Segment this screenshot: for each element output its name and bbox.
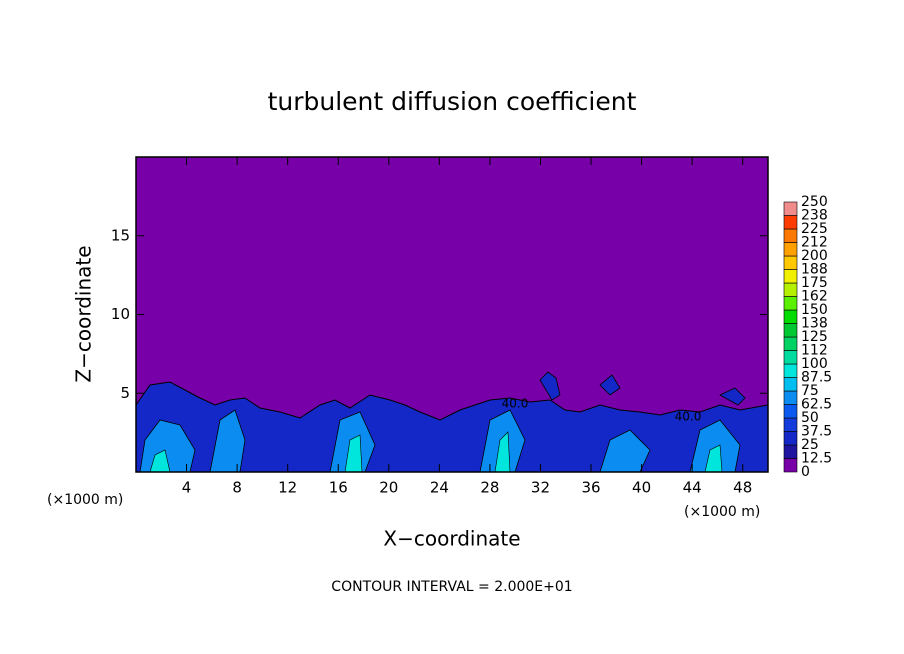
chart-title: turbulent diffusion coefficient	[268, 87, 637, 116]
colorbar-label: 250	[801, 194, 828, 210]
colorbar-box	[783, 417, 798, 432]
colorbar-box	[783, 255, 798, 270]
turbulent-core	[149, 431, 723, 473]
colorbar-box	[783, 282, 798, 297]
colorbar-label: 100	[801, 356, 828, 372]
colorbar-label: 0	[801, 464, 810, 480]
colorbar-box	[783, 215, 798, 230]
colorbar-label: 188	[801, 262, 828, 278]
colorbar-box	[783, 404, 798, 419]
colorbar-box	[783, 323, 798, 338]
x-tick-label: 24	[430, 479, 449, 497]
colorbar-label: 37.5	[801, 424, 832, 440]
contour-label: 40.0	[502, 397, 529, 411]
colorbar-box	[783, 296, 798, 311]
contour-field	[135, 157, 769, 473]
x-tick-label: 12	[278, 479, 297, 497]
x-unit-label: (×1000 m)	[684, 504, 760, 520]
colorbar-label: 200	[801, 248, 828, 264]
colorbar-box	[783, 377, 798, 392]
colorbar-label: 25	[801, 437, 819, 453]
x-tick-label: 28	[480, 479, 499, 497]
y-tick-label: 15	[111, 226, 130, 244]
x-tick-label: 36	[581, 479, 600, 497]
colorbar-box	[783, 242, 798, 257]
colorbar-label: 12.5	[801, 451, 832, 467]
colorbar-box	[783, 431, 798, 446]
colorbar-label: 112	[801, 343, 828, 359]
y-axis-label: Z−coordinate	[72, 245, 96, 382]
colorbar-label: 138	[801, 316, 828, 332]
y-tick-label: 10	[111, 305, 130, 323]
y-tick-label: 5	[120, 384, 130, 402]
x-tick-label: 8	[232, 479, 242, 497]
colorbar-label: 150	[801, 302, 828, 318]
colorbar-box	[783, 336, 798, 351]
x-tick-label: 40	[632, 479, 651, 497]
colorbar-box	[783, 269, 798, 284]
colorbar-box	[783, 201, 798, 216]
turbulent-plume	[539, 371, 746, 406]
colorbar-box	[783, 390, 798, 405]
colorbar-label: 75	[801, 383, 819, 399]
colorbar-box	[783, 228, 798, 243]
colorbar-label: 125	[801, 329, 828, 345]
colorbar-box	[783, 350, 798, 365]
colorbar-label: 62.5	[801, 397, 832, 413]
colorbar-label: 50	[801, 410, 819, 426]
colorbar-label: 162	[801, 289, 828, 305]
x-tick-label: 48	[733, 479, 752, 497]
colorbar-label: 238	[801, 208, 828, 224]
x-tick-label: 44	[683, 479, 702, 497]
colorbar-box	[783, 363, 798, 378]
x-tick-label: 32	[531, 479, 550, 497]
x-axis-label: X−coordinate	[383, 527, 520, 551]
colorbar-box	[783, 309, 798, 324]
colorbar-label: 212	[801, 235, 828, 251]
colorbar-label: 225	[801, 221, 828, 237]
colorbar-box	[783, 444, 798, 459]
turbulent-patch	[139, 409, 741, 473]
x-unit-label: (×1000 m)	[47, 492, 123, 508]
colorbar-label: 175	[801, 275, 828, 291]
contour-label: 40.0	[675, 410, 702, 424]
x-tick-label: 16	[329, 479, 348, 497]
colorbar-box	[783, 458, 798, 473]
contour-interval: CONTOUR INTERVAL = 2.000E+01	[331, 579, 572, 595]
colorbar-label: 87.5	[801, 370, 832, 386]
x-tick-label: 20	[379, 479, 398, 497]
x-tick-label: 4	[182, 479, 192, 497]
